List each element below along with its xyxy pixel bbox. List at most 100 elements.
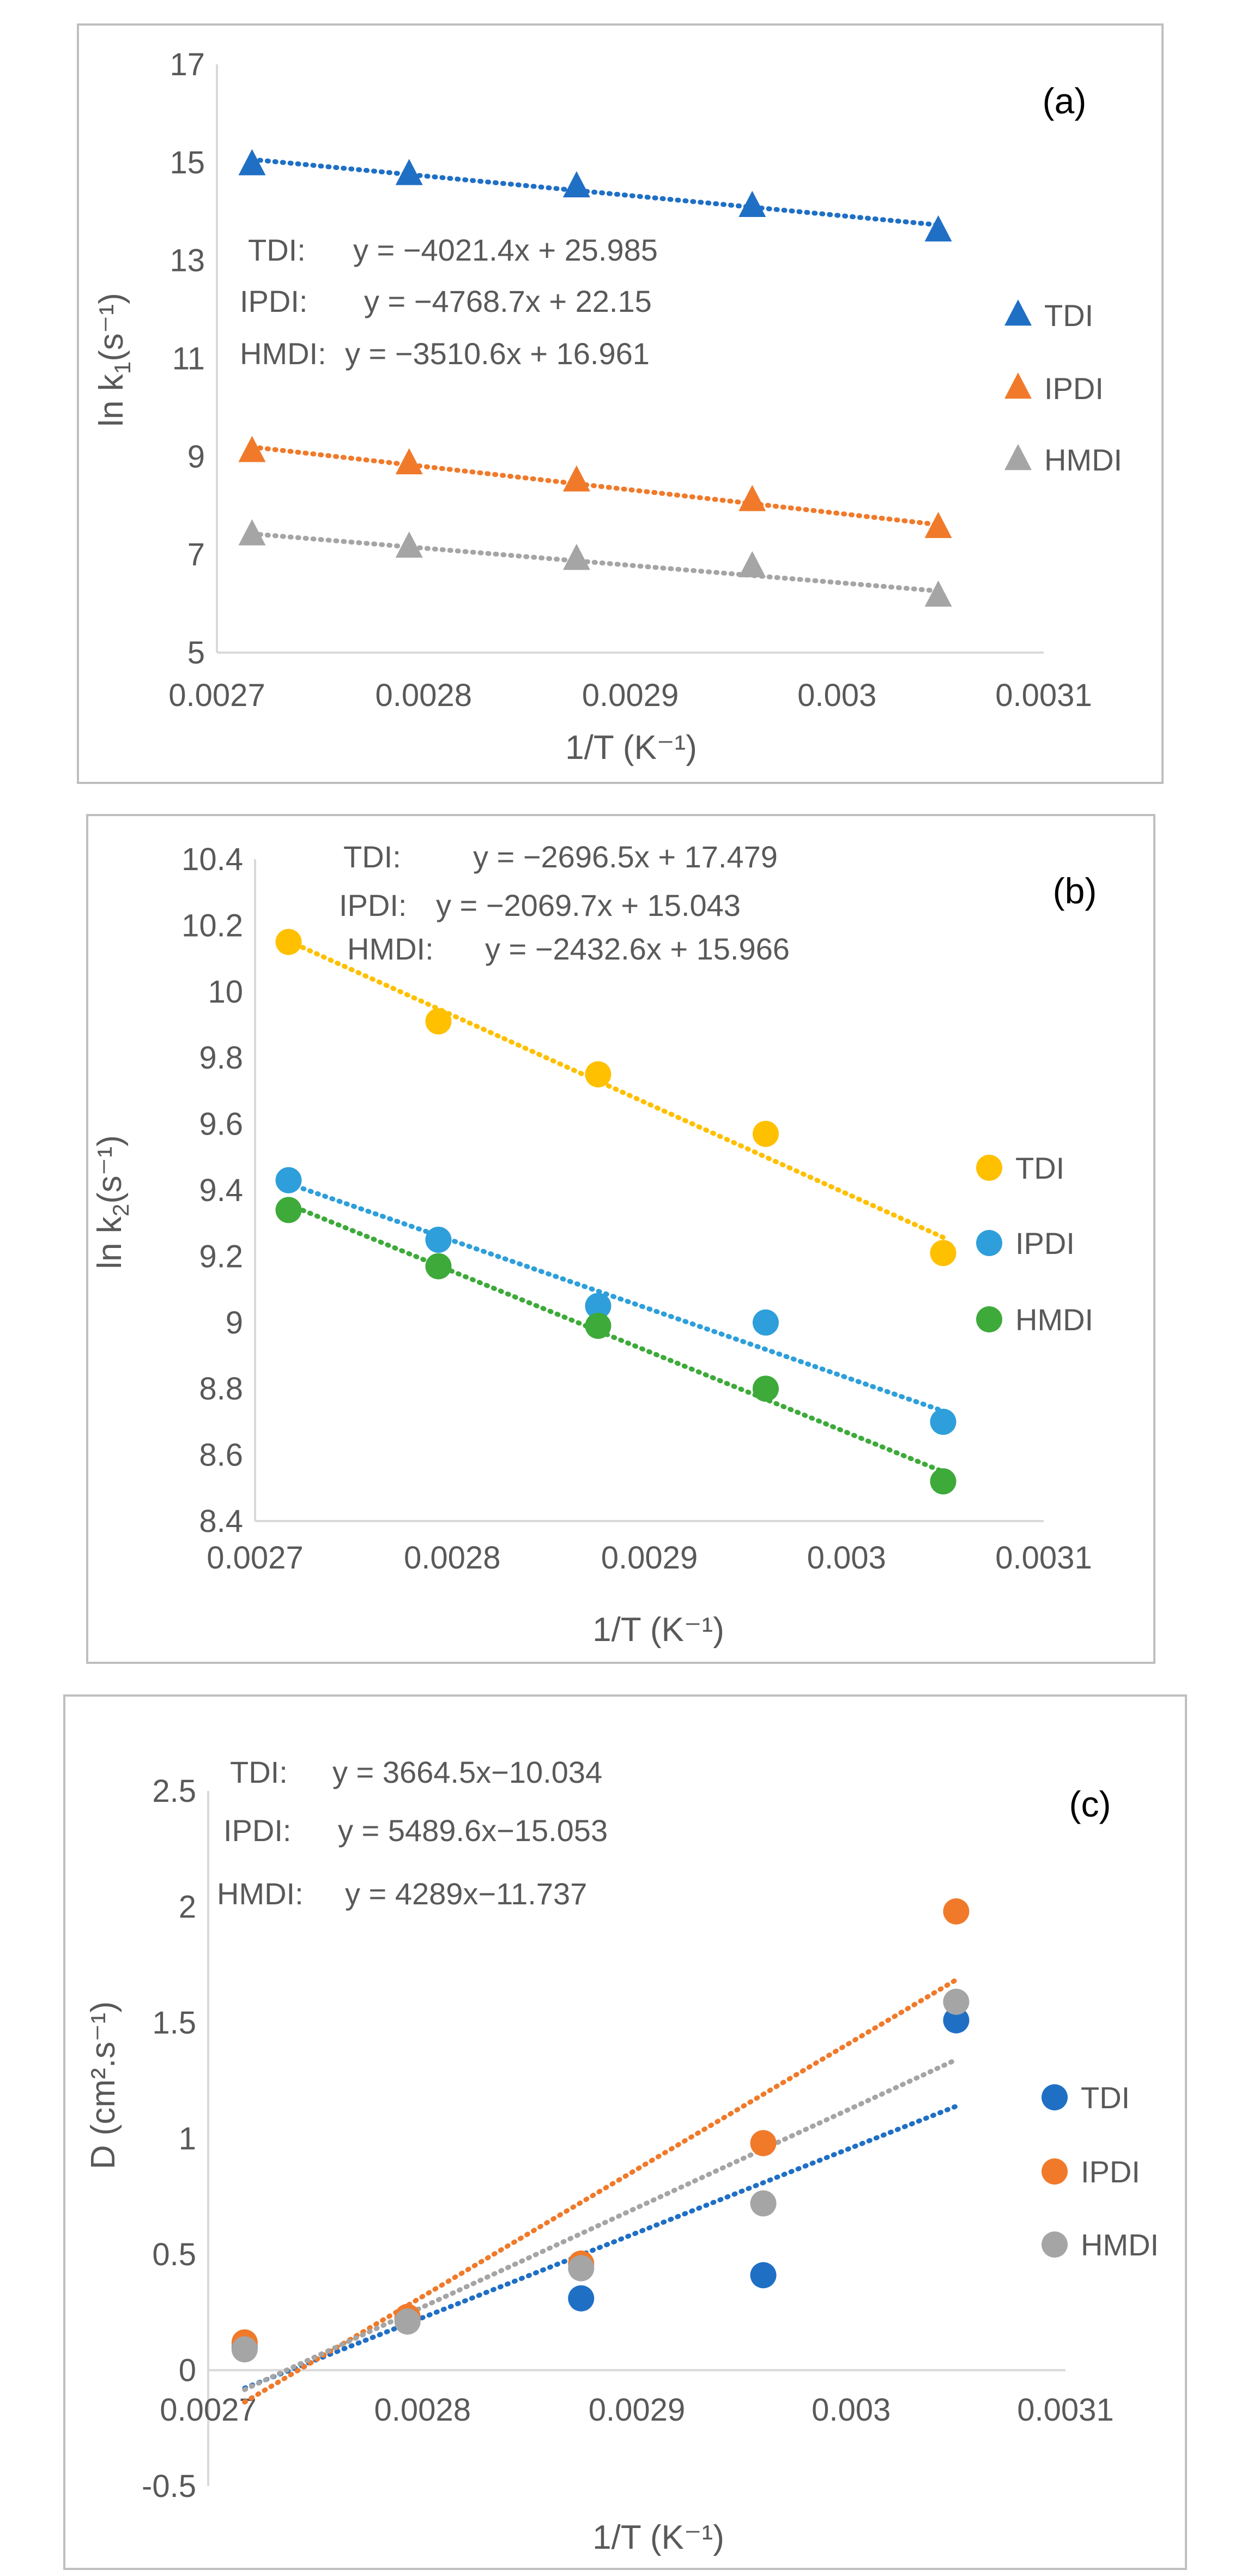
panel-a-plot-area: 5 7 9 11 13 15 17 0.0027 0.0028 0.0029 0.003 0.0031…: [168, 47, 1122, 713]
panel-c-x-tick-label: 0.003: [812, 2392, 891, 2428]
panel-b-eq-text-2: y = −2432.6x + 15.966: [485, 932, 790, 966]
panel-c-plot-area: -0.5 0 0.5 1 1.5 2 2.5 0.0027 0.0028 0.0029 0.003 0…: [142, 1773, 1159, 2504]
panel-c-y-tick-label: 0.5: [152, 2237, 196, 2272]
panel-c-trendline-hmdi: [242, 2057, 959, 2392]
panel-a-point-ipdi: [924, 511, 952, 538]
panel-b-eq-label-0: TDI:: [343, 840, 401, 874]
panel-c-trendline-ipdi: [242, 1977, 959, 2405]
panel-a-legend-label-tdi: TDI: [1044, 298, 1093, 333]
panel-a-x-tick-label: 0.0028: [376, 678, 472, 713]
panel-b-point-tdi: [930, 1240, 956, 1266]
panel-a-point-ipdi: [562, 465, 590, 492]
panel-a-x-tick-label: 0.0031: [995, 678, 1092, 713]
panel-c-eq-text-1: y = 5489.6x−15.053: [338, 1813, 608, 1848]
panel-b-point-tdi: [425, 1008, 452, 1035]
panel-b-y-tick-label: 10.2: [181, 908, 243, 943]
panel-b-point-hmdi: [425, 1253, 452, 1280]
panel-b-y-tick-label: 8.4: [199, 1504, 243, 1539]
panel-a-point-hmdi: [395, 531, 423, 558]
panel-b: (b) 1/T (K⁻¹) ln k2(s⁻¹) TDI: y = −2696.…: [86, 814, 1155, 1664]
panel-b-y-title-sub: 2: [108, 1204, 134, 1216]
panel-a-eq-label-2: HMDI:: [240, 336, 326, 371]
panel-c-y-tick-label: 1: [179, 2121, 196, 2157]
panel-c-eq-label-2: HMDI:: [217, 1877, 304, 1911]
panel-a-label: (a): [1043, 81, 1087, 121]
panel-b-y-tick-label: 9.2: [199, 1239, 243, 1274]
panel-c-point-ipdi: [750, 2130, 777, 2156]
panel-b-point-tdi: [275, 928, 302, 955]
panel-a-point-hmdi: [738, 551, 766, 577]
panel-c-eq-label-0: TDI:: [230, 1755, 288, 1789]
panel-c-y-axis-title: D (cm².s⁻¹): [84, 2001, 122, 2169]
panel-a-y-title-unit: (s⁻¹): [93, 293, 130, 361]
panel-c-point-hmdi: [231, 2336, 258, 2363]
panel-c-eq-text-0: y = 3664.5x−10.034: [332, 1755, 602, 1789]
panel-b-y-tick-label: 9.8: [199, 1040, 243, 1076]
panel-b-frame: [86, 814, 1155, 1664]
panel-c-y-tick-label: 2: [179, 1890, 196, 1925]
panel-c-trendline-tdi: [242, 2103, 959, 2391]
panel-c-point-tdi: [568, 2285, 595, 2312]
panel-a-point-ipdi: [738, 485, 766, 511]
panel-b-y-tick-label: 8.8: [199, 1371, 243, 1407]
panel-a-y-title-sub: 1: [110, 361, 135, 374]
panel-b-y-axis-title: ln k2(s⁻¹): [91, 1135, 134, 1269]
panel-a-point-tdi: [562, 171, 590, 197]
panel-a-trendline-tdi: [249, 157, 941, 228]
panel-b-x-tick-label: 0.0031: [995, 1540, 1092, 1576]
panel-c-legend-marker-ipdi: [1042, 2158, 1068, 2185]
panel-a-y-title-main: ln k: [93, 373, 130, 426]
panel-a-trendline-ipdi: [249, 444, 941, 527]
panel-a-x-axis-title: 1/T (K⁻¹): [565, 729, 697, 767]
panel-b-y-title-unit: (s⁻¹): [91, 1135, 129, 1204]
panel-a-legend-label-ipdi: IPDI: [1044, 371, 1104, 406]
panel-c-point-hmdi: [568, 2255, 595, 2282]
panel-a-y-tick-label: 17: [169, 47, 205, 82]
panel-c-point-tdi: [750, 2262, 777, 2289]
panel-c-legend-marker-tdi: [1042, 2084, 1068, 2110]
panel-b-legend-marker-ipdi: [976, 1230, 1002, 1256]
panel-b-plot-area: 8.4 8.6 8.8 9 9.2 9.4 9.6 9.8 10 10.2 10.4 0.0027 0.…: [181, 842, 1093, 1576]
panel-a-y-tick-label: 5: [187, 635, 205, 671]
panel-b-y-tick-label: 8.6: [199, 1438, 243, 1473]
panel-b-x-tick-label: 0.0027: [207, 1540, 303, 1576]
panel-a-point-tdi: [924, 215, 952, 242]
panel-c-x-tick-label: 0.0027: [160, 2392, 256, 2428]
panel-b-point-ipdi: [425, 1227, 452, 1253]
panel-a: (a) 1/T (K⁻¹) ln k1(s⁻¹) TDI: y = −4021.…: [77, 23, 1164, 784]
panel-b-legend-marker-hmdi: [976, 1306, 1002, 1332]
panel-c-y-tick-label: 1.5: [152, 2005, 196, 2041]
panel-a-legend-marker-ipdi: [1004, 372, 1032, 399]
panel-c-point-hmdi: [750, 2190, 777, 2217]
panel-a-point-ipdi: [238, 436, 266, 462]
panel-a-legend-label-hmdi: HMDI: [1044, 443, 1122, 477]
panel-b-point-hmdi: [585, 1312, 612, 1339]
panel-b-label: (b): [1053, 871, 1097, 911]
panel-c-x-axis-title: 1/T (K⁻¹): [592, 2519, 724, 2556]
panel-b-y-title-main: ln k: [91, 1216, 129, 1269]
panel-a-y-axis-title: ln k1(s⁻¹): [93, 293, 135, 427]
panel-a-legend-marker-hmdi: [1004, 444, 1032, 470]
panel-a-x-tick-label: 0.0029: [582, 678, 679, 713]
panel-c: (c) 1/T (K⁻¹) D (cm².s⁻¹) TDI: y = 3664.…: [63, 1694, 1187, 2570]
panel-c-y-tick-label: 2.5: [152, 1773, 196, 1809]
panel-b-y-tick-label: 10: [208, 974, 243, 1010]
panel-a-point-tdi: [238, 149, 266, 176]
panel-b-eq-label-1: IPDI:: [339, 888, 407, 922]
panel-a-point-hmdi: [924, 580, 952, 607]
panel-a-y-tick-label: 13: [169, 243, 205, 279]
panel-a-trendline-hmdi: [249, 531, 941, 594]
panel-a-eq-text-1: y = −4768.7x + 22.15: [364, 284, 652, 318]
panel-c-point-hmdi: [943, 1988, 970, 2015]
panel-b-x-tick-label: 0.0029: [601, 1540, 698, 1576]
panel-b-x-tick-label: 0.0028: [404, 1540, 500, 1576]
panel-c-point-ipdi: [943, 1898, 970, 1925]
panel-a-eq-label-1: IPDI:: [240, 284, 307, 318]
panel-b-point-ipdi: [752, 1309, 779, 1336]
panel-a-y-tick-label: 15: [169, 145, 205, 180]
panel-b-y-tick-label: 10.4: [181, 842, 243, 877]
panel-a-point-hmdi: [562, 544, 590, 570]
panel-b-point-hmdi: [275, 1197, 302, 1223]
panel-a-point-tdi: [395, 159, 423, 185]
